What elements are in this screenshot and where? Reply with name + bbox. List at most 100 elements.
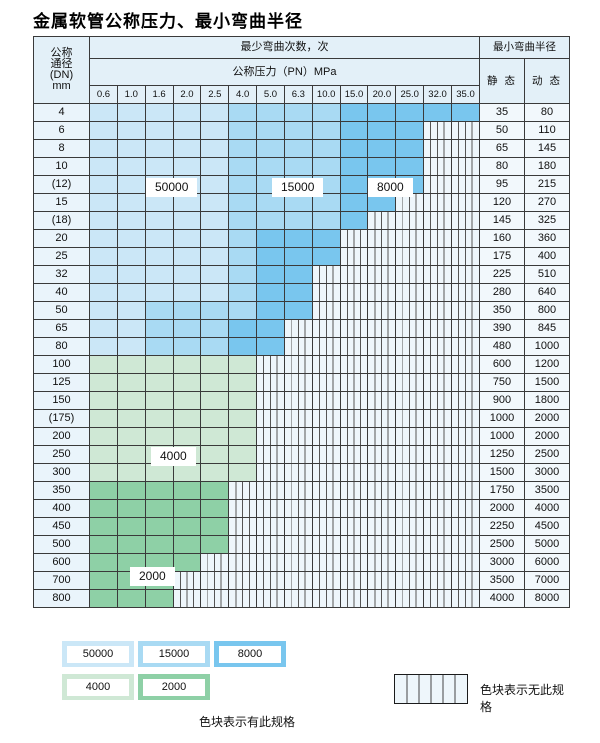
cell-spec-empty bbox=[367, 229, 397, 248]
cell-spec-empty bbox=[311, 553, 341, 572]
cell-spec-empty bbox=[395, 463, 425, 482]
cell-dn: 700 bbox=[33, 571, 90, 590]
cell-static-radius: 1000 bbox=[479, 409, 525, 428]
cell-spec-empty bbox=[423, 535, 452, 554]
cell-spec-filled bbox=[172, 535, 202, 554]
cell-static-radius: 480 bbox=[479, 337, 525, 356]
cell-spec-filled bbox=[89, 247, 118, 266]
cell-dynamic-radius: 1800 bbox=[524, 391, 570, 410]
cell-dn: 250 bbox=[33, 445, 90, 464]
cell-spec-filled bbox=[144, 589, 174, 608]
cell-spec-empty bbox=[283, 481, 313, 500]
cell-spec-empty bbox=[450, 265, 481, 284]
cell-dn: 300 bbox=[33, 463, 90, 482]
cell-spec-empty bbox=[423, 571, 452, 590]
legend-no-spec-swatch bbox=[394, 674, 468, 704]
cell-spec-filled bbox=[395, 121, 425, 140]
table-row: 25 175 400 bbox=[33, 247, 570, 266]
cell-spec-filled bbox=[172, 211, 202, 230]
cell-spec-filled bbox=[200, 283, 230, 302]
cell-spec-empty bbox=[395, 481, 425, 500]
callout-label: 8000 bbox=[368, 178, 413, 198]
cell-spec-filled bbox=[367, 139, 397, 158]
cell-spec-filled bbox=[200, 463, 230, 482]
callout-label: 2000 bbox=[130, 567, 175, 587]
cell-spec-filled bbox=[89, 121, 118, 140]
cell-spec-filled bbox=[283, 247, 313, 266]
cell-dynamic-radius: 7000 bbox=[524, 571, 570, 590]
cell-spec-empty bbox=[423, 409, 452, 428]
cell-spec-filled bbox=[116, 517, 146, 536]
cell-static-radius: 1750 bbox=[479, 481, 525, 500]
legend-swatch: 15000 bbox=[138, 641, 210, 667]
cell-spec-filled bbox=[172, 391, 202, 410]
cell-static-radius: 3000 bbox=[479, 553, 525, 572]
cell-static-radius: 225 bbox=[479, 265, 525, 284]
cell-dynamic-radius: 4000 bbox=[524, 499, 570, 518]
table-row: 125 750 1500 bbox=[33, 373, 570, 392]
cell-spec-filled bbox=[116, 355, 146, 374]
cell-spec-empty bbox=[450, 247, 481, 266]
cell-spec-empty bbox=[450, 535, 481, 554]
cell-dn: 40 bbox=[33, 283, 90, 302]
cell-spec-empty bbox=[423, 247, 452, 266]
cell-spec-empty bbox=[450, 139, 481, 158]
cell-spec-empty bbox=[200, 589, 230, 608]
cell-spec-filled bbox=[116, 193, 146, 212]
cell-static-radius: 175 bbox=[479, 247, 525, 266]
cell-spec-filled bbox=[144, 463, 174, 482]
table-header: 公称 通径 (DN) mm 最少弯曲次数，次 最小弯曲半径 公称压力（PN）MP… bbox=[33, 36, 570, 104]
table-row: 350 1750 3500 bbox=[33, 481, 570, 500]
cell-spec-filled bbox=[311, 139, 341, 158]
page-title: 金属软管公称压力、最小弯曲半径 bbox=[33, 12, 303, 31]
cell-spec-empty bbox=[450, 193, 481, 212]
cell-spec-filled bbox=[89, 571, 118, 590]
cell-spec-empty bbox=[256, 571, 285, 590]
cell-spec-empty bbox=[367, 283, 397, 302]
cell-spec-empty bbox=[395, 571, 425, 590]
cell-dynamic-radius: 1000 bbox=[524, 337, 570, 356]
cell-spec-empty bbox=[283, 355, 313, 374]
cell-spec-empty bbox=[256, 463, 285, 482]
cell-spec-empty bbox=[450, 157, 481, 176]
cell-spec-filled bbox=[116, 319, 146, 338]
cell-spec-filled bbox=[89, 373, 118, 392]
cell-static-radius: 600 bbox=[479, 355, 525, 374]
dn-line-4: mm bbox=[52, 80, 71, 92]
cell-spec-filled bbox=[172, 103, 202, 122]
cell-spec-filled bbox=[172, 265, 202, 284]
cell-spec-filled bbox=[200, 175, 230, 194]
cell-dn: 100 bbox=[33, 355, 90, 374]
cell-spec-empty bbox=[339, 373, 369, 392]
cell-dynamic-radius: 510 bbox=[524, 265, 570, 284]
cell-static-radius: 4000 bbox=[479, 589, 525, 608]
cell-spec-empty bbox=[311, 301, 341, 320]
cell-spec-empty bbox=[423, 463, 452, 482]
cell-spec-empty bbox=[423, 301, 452, 320]
cell-spec-empty bbox=[311, 373, 341, 392]
cell-spec-filled bbox=[311, 211, 341, 230]
cell-spec-empty bbox=[423, 391, 452, 410]
cell-dn: 8 bbox=[33, 139, 90, 158]
cell-spec-filled bbox=[89, 589, 118, 608]
cell-spec-filled bbox=[89, 445, 118, 464]
cell-spec-empty bbox=[283, 517, 313, 536]
cell-spec-filled bbox=[116, 373, 146, 392]
cell-spec-filled bbox=[283, 229, 313, 248]
cell-spec-empty bbox=[367, 589, 397, 608]
cell-spec-filled bbox=[172, 337, 202, 356]
cell-spec-filled bbox=[172, 283, 202, 302]
cell-spec-filled bbox=[200, 355, 230, 374]
legend-swatch-value: 2000 bbox=[143, 678, 205, 696]
cell-spec-filled bbox=[367, 121, 397, 140]
cell-spec-filled bbox=[116, 157, 146, 176]
legend-swatch: 4000 bbox=[62, 674, 134, 700]
cell-spec-filled bbox=[200, 265, 230, 284]
cell-static-radius: 80 bbox=[479, 157, 525, 176]
cell-spec-empty bbox=[283, 337, 313, 356]
cell-static-radius: 95 bbox=[479, 175, 525, 194]
cell-spec-filled bbox=[228, 211, 258, 230]
cell-spec-filled bbox=[200, 121, 230, 140]
header-pressure-35.0: 35.0 bbox=[450, 85, 481, 104]
